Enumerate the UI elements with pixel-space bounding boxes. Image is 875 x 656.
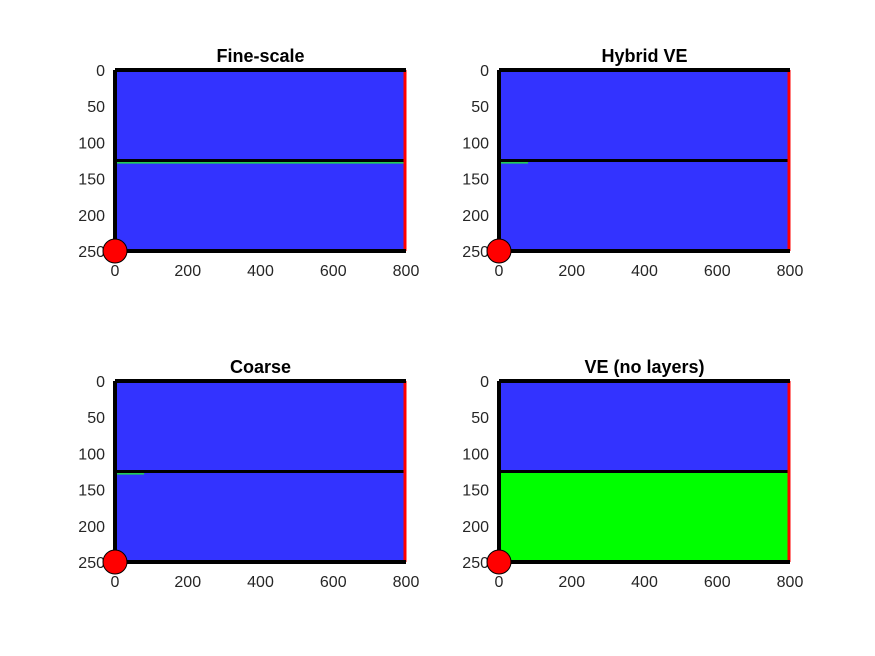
- y-tick-label: 50: [87, 410, 105, 427]
- subplot-2: Hybrid VE 0 200 400 600 800 0 50 100 150 200 250: [462, 46, 803, 280]
- injection-well-marker: [486, 238, 512, 264]
- x-tick-label: 200: [174, 263, 201, 280]
- subplot-4: VE (no layers) 0 200 400 600 800 0 50 100 150 200 2…: [462, 357, 803, 591]
- x-tick-label: 0: [111, 574, 120, 591]
- x-tick-label: 600: [320, 574, 347, 591]
- y-tick-label: 50: [471, 410, 489, 427]
- y-tick-label: 100: [462, 446, 489, 463]
- y-tick-label: 250: [78, 244, 105, 261]
- subplot-title: Fine-scale: [216, 46, 304, 66]
- x-tick-label: 800: [777, 574, 804, 591]
- y-tick-label: 0: [96, 63, 105, 80]
- y-tick-label: 200: [462, 208, 489, 225]
- x-tick-label: 800: [393, 574, 420, 591]
- subplot-3: Coarse 0 200 400 600 800 0 50 100 150 200 250: [78, 357, 419, 591]
- injection-well-marker: [102, 238, 128, 264]
- y-tick-label: 250: [78, 555, 105, 572]
- y-tick-label: 100: [78, 135, 105, 152]
- x-tick-label: 600: [320, 263, 347, 280]
- y-tick-label: 50: [87, 99, 105, 116]
- x-tick-label: 400: [247, 263, 274, 280]
- y-tick-label: 100: [78, 446, 105, 463]
- y-tick-label: 200: [78, 208, 105, 225]
- y-tick-label: 50: [471, 99, 489, 116]
- x-tick-label: 600: [704, 574, 731, 591]
- x-tick-label: 200: [558, 263, 585, 280]
- y-tick-label: 100: [462, 135, 489, 152]
- x-tick-label: 800: [777, 263, 804, 280]
- y-tick-label: 0: [96, 374, 105, 391]
- x-tick-label: 0: [495, 574, 504, 591]
- y-tick-label: 150: [462, 483, 489, 500]
- co2-region: [499, 471, 790, 562]
- x-tick-label: 200: [558, 574, 585, 591]
- x-tick-label: 400: [247, 574, 274, 591]
- y-tick-label: 150: [78, 483, 105, 500]
- x-tick-label: 400: [631, 263, 658, 280]
- y-tick-label: 250: [462, 555, 489, 572]
- injection-well-marker: [102, 549, 128, 575]
- subplot-title: Coarse: [230, 357, 291, 377]
- injection-well-marker: [486, 549, 512, 575]
- x-tick-label: 0: [111, 263, 120, 280]
- y-tick-label: 250: [462, 244, 489, 261]
- subplot-title: Hybrid VE: [601, 46, 687, 66]
- y-tick-label: 150: [462, 172, 489, 189]
- subplot-1: Fine-scale 0 200 400 600 800 0 50 100 150 200 250: [78, 46, 419, 280]
- y-tick-label: 150: [78, 172, 105, 189]
- y-tick-label: 200: [462, 519, 489, 536]
- y-tick-label: 0: [480, 374, 489, 391]
- subplot-title: VE (no layers): [584, 357, 704, 377]
- y-tick-label: 0: [480, 63, 489, 80]
- x-tick-label: 200: [174, 574, 201, 591]
- x-tick-label: 0: [495, 263, 504, 280]
- x-tick-label: 800: [393, 263, 420, 280]
- x-tick-label: 600: [704, 263, 731, 280]
- y-tick-label: 200: [78, 519, 105, 536]
- x-tick-label: 400: [631, 574, 658, 591]
